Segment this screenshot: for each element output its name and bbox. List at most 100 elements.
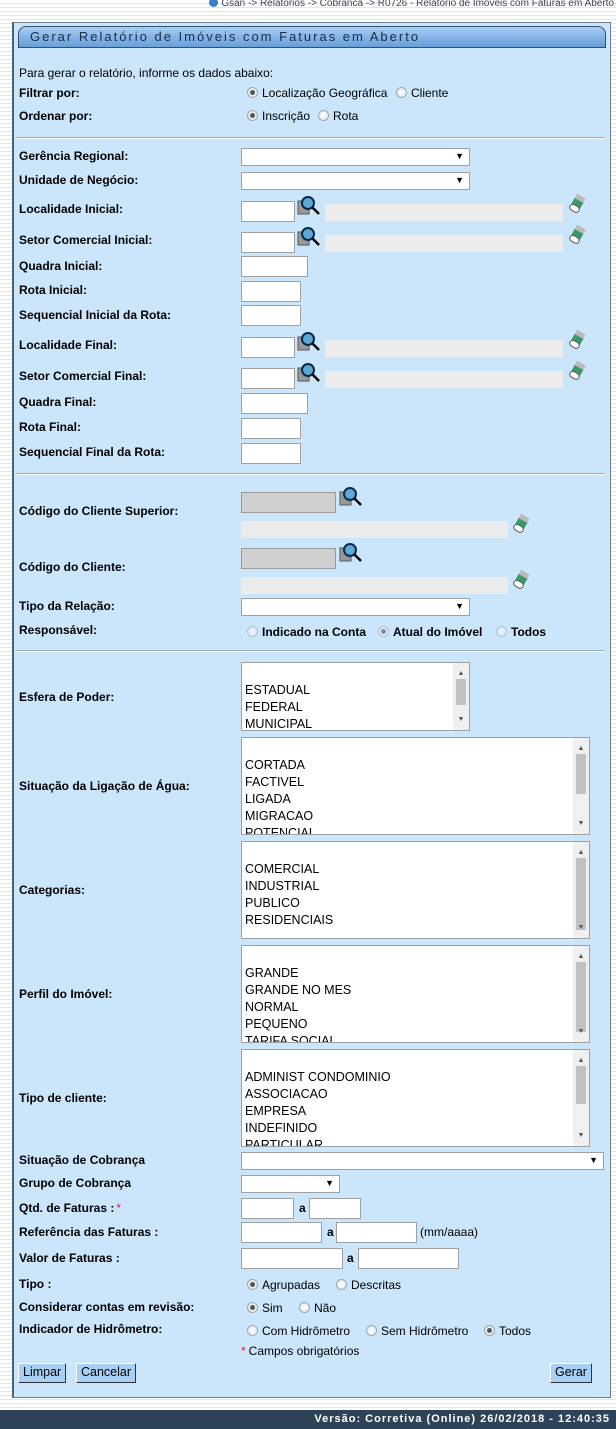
list-option[interactable]: INDUSTRIAL — [245, 879, 320, 893]
list-option[interactable]: FACTIVEL — [245, 775, 305, 789]
list-option[interactable] — [245, 665, 466, 682]
eraser-icon[interactable] — [568, 360, 586, 381]
input-rota-fim[interactable] — [241, 418, 301, 439]
radio-filtrar-0[interactable] — [247, 87, 258, 98]
input-loc_fim[interactable] — [241, 337, 295, 358]
radio-tipo-0[interactable] — [247, 1279, 258, 1290]
list-option[interactable]: COMERCIAL — [245, 862, 320, 876]
eraser-icon[interactable] — [512, 569, 530, 590]
input-seq-ini[interactable] — [241, 305, 301, 326]
select-gerencia[interactable]: ▼ — [241, 148, 470, 166]
input-qtd-faturas-fim[interactable] — [309, 1198, 361, 1219]
select-situacao-cobranca[interactable]: ▼ — [241, 1152, 604, 1170]
scrollbar-thumb[interactable] — [576, 754, 586, 794]
input-rota-ini[interactable] — [241, 281, 301, 302]
list-option[interactable]: EMPRESA — [245, 1104, 307, 1118]
listbox-categorias[interactable]: COMERCIAL INDUSTRIAL PUBLICO RESIDENCIAIS ▲ ▼ — [241, 841, 590, 939]
input-setor_fim[interactable] — [241, 368, 295, 389]
input-setor_ini[interactable] — [241, 232, 295, 253]
listbox-perfil[interactable]: GRANDE GRANDE NO MES NORMAL PEQUENO TARIFA S… — [241, 945, 590, 1043]
scroll-up-icon[interactable]: ▲ — [457, 670, 465, 677]
input-valor-ini[interactable] — [241, 1248, 343, 1269]
input-loc_ini[interactable] — [241, 201, 295, 222]
search-icon[interactable] — [297, 362, 321, 384]
list-option[interactable]: NORMAL — [245, 1000, 299, 1014]
list-option[interactable]: PUBLICO — [245, 896, 300, 910]
radio-hidro-1[interactable] — [366, 1325, 377, 1336]
list-option[interactable]: ASSOCIACAO — [245, 1087, 328, 1101]
scrollbar[interactable]: ▲ ▼ — [573, 738, 589, 834]
radio-considerar-0[interactable] — [247, 1302, 258, 1313]
radio-ordenar-0[interactable] — [247, 110, 258, 121]
scrollbar-thumb[interactable] — [456, 679, 466, 705]
list-option[interactable]: ESTADUAL — [245, 683, 311, 697]
input-referencia-fim[interactable] — [336, 1222, 417, 1243]
eraser-icon[interactable] — [568, 329, 586, 350]
scroll-down-icon[interactable]: ▼ — [577, 924, 585, 931]
listbox-sit_agua[interactable]: CORTADA FACTIVEL LIGADA MIGRACAO POTENCIAL ▲ ▼ — [241, 737, 590, 835]
radio-hidro-0[interactable] — [247, 1325, 258, 1336]
scroll-up-icon[interactable]: ▲ — [577, 953, 585, 960]
eraser-icon[interactable] — [512, 513, 530, 534]
radio-hidro-2[interactable] — [484, 1325, 495, 1336]
input-valor-fim[interactable] — [358, 1248, 459, 1269]
select-tipo-relacao[interactable]: ▼ — [241, 598, 470, 616]
list-option[interactable]: GRANDE NO MES — [245, 983, 352, 997]
list-option[interactable]: FEDERAL — [245, 700, 303, 714]
input-qtd-faturas-ini[interactable] — [241, 1198, 294, 1219]
list-option[interactable]: LIGADA — [245, 792, 291, 806]
search-icon[interactable] — [297, 195, 321, 217]
scrollbar[interactable]: ▲ ▼ — [453, 663, 469, 730]
list-option[interactable] — [245, 948, 586, 965]
radio-filtrar-1[interactable] — [396, 87, 407, 98]
search-icon[interactable] — [339, 486, 363, 508]
listbox-esfera[interactable]: ESTADUAL FEDERAL MUNICIPAL ▲ ▼ — [241, 662, 470, 731]
scrollbar-thumb[interactable] — [576, 962, 586, 1032]
radio-ordenar-1[interactable] — [318, 110, 329, 121]
search-icon[interactable] — [297, 226, 321, 248]
scroll-down-icon[interactable]: ▼ — [457, 716, 465, 723]
help-icon[interactable] — [209, 0, 219, 7]
list-option[interactable]: CORTADA — [245, 758, 305, 772]
scroll-up-icon[interactable]: ▲ — [577, 745, 585, 752]
list-option[interactable] — [245, 844, 586, 861]
list-option[interactable]: PEQUENO — [245, 1017, 308, 1031]
search-icon[interactable] — [339, 542, 363, 564]
input-referencia-ini[interactable] — [241, 1222, 322, 1243]
radio-tipo-1[interactable] — [336, 1279, 347, 1290]
search-icon[interactable] — [297, 331, 321, 353]
list-option[interactable]: MUNICIPAL — [245, 717, 313, 731]
select-grupo-cobranca[interactable]: ▼ — [241, 1175, 340, 1193]
list-option[interactable]: PARTICULAR — [245, 1138, 324, 1147]
listbox-tipo_cli[interactable]: ADMINIST CONDOMINIO ASSOCIACAO EMPRESA INDE… — [241, 1049, 590, 1147]
eraser-icon[interactable] — [568, 224, 586, 245]
cancelar-button[interactable]: Cancelar — [76, 1363, 137, 1383]
limpar-button[interactable]: Limpar — [18, 1363, 67, 1383]
scrollbar[interactable]: ▲ ▼ — [573, 946, 589, 1042]
list-option[interactable]: MIGRACAO — [245, 809, 314, 823]
scroll-down-icon[interactable]: ▼ — [577, 820, 585, 827]
input-seq-fim[interactable] — [241, 443, 301, 464]
select-unidade[interactable]: ▼ — [241, 172, 470, 190]
list-option[interactable]: TARIFA SOCIAL — [245, 1034, 337, 1043]
input-quadra-fim[interactable] — [241, 393, 308, 414]
radio-considerar-1[interactable] — [299, 1302, 310, 1313]
eraser-icon[interactable] — [568, 193, 586, 214]
scroll-up-icon[interactable]: ▲ — [577, 849, 585, 856]
scroll-up-icon[interactable]: ▲ — [577, 1057, 585, 1064]
list-option[interactable] — [245, 1052, 586, 1069]
input-quadra-ini[interactable] — [241, 256, 308, 277]
list-option[interactable]: INDEFINIDO — [245, 1121, 318, 1135]
gerar-button[interactable]: Gerar — [550, 1363, 592, 1383]
scrollbar[interactable]: ▲ ▼ — [573, 1050, 589, 1146]
scroll-down-icon[interactable]: ▼ — [577, 1132, 585, 1139]
scroll-down-icon[interactable]: ▼ — [577, 1028, 585, 1035]
list-option[interactable]: POTENCIAL — [245, 826, 316, 835]
list-option[interactable]: GRANDE — [245, 966, 299, 980]
list-option[interactable]: ADMINIST CONDOMINIO — [245, 1070, 391, 1084]
scrollbar-thumb[interactable] — [576, 858, 586, 930]
list-option[interactable]: RESIDENCIAIS — [245, 913, 334, 927]
list-option[interactable] — [245, 740, 586, 757]
scrollbar-thumb[interactable] — [576, 1066, 586, 1104]
scrollbar[interactable]: ▲ ▼ — [573, 842, 589, 938]
